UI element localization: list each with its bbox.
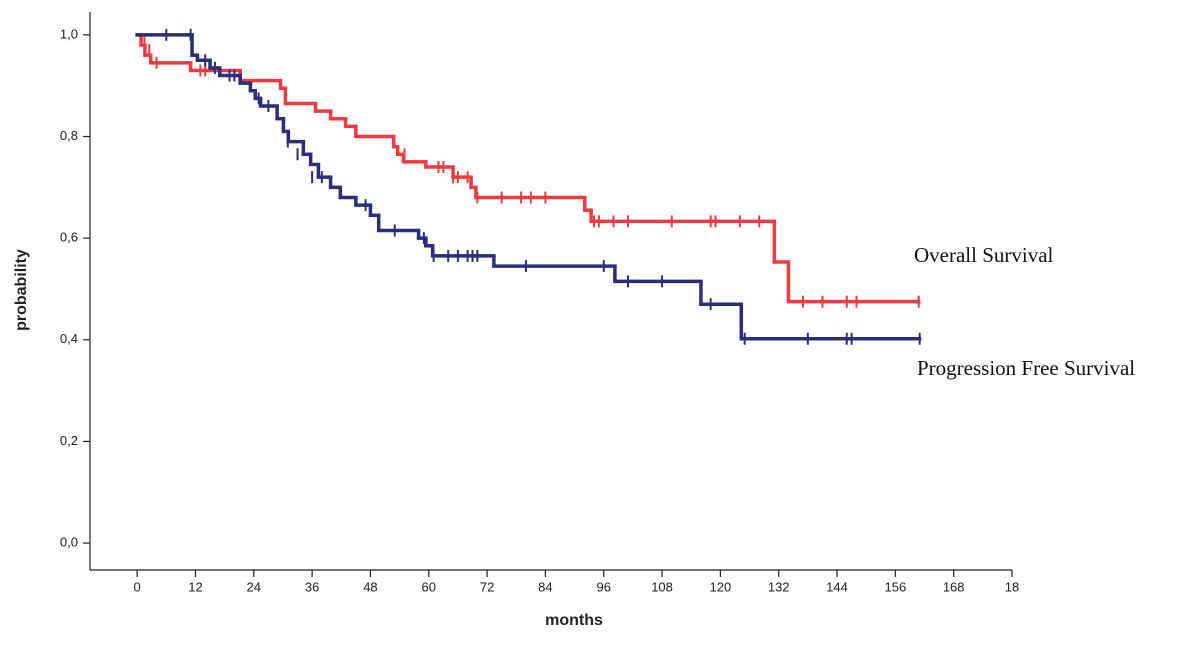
y-tick-label: 0,6 bbox=[60, 230, 78, 245]
y-tick-label: 0,8 bbox=[60, 128, 78, 143]
x-tick-label: 18 bbox=[1005, 579, 1019, 594]
x-tick-label: 12 bbox=[188, 579, 202, 594]
x-tick-label: 132 bbox=[768, 579, 790, 594]
x-tick-label: 144 bbox=[826, 579, 848, 594]
x-tick-label: 96 bbox=[596, 579, 610, 594]
annotation: Progression Free Survival bbox=[917, 356, 1135, 380]
y-tick-label: 1,0 bbox=[60, 26, 78, 41]
x-tick-label: 36 bbox=[305, 579, 319, 594]
x-tick-label: 120 bbox=[710, 579, 732, 594]
x-tick-label: 168 bbox=[943, 579, 965, 594]
x-axis-label: months bbox=[545, 612, 603, 629]
x-tick-label: 156 bbox=[885, 579, 907, 594]
x-tick-label: 0 bbox=[134, 579, 141, 594]
annotation: Overall Survival bbox=[914, 243, 1054, 267]
y-tick-label: 0,0 bbox=[60, 535, 78, 550]
y-tick-label: 0,4 bbox=[60, 331, 78, 346]
y-tick-label: 0,2 bbox=[60, 433, 78, 448]
x-tick-label: 72 bbox=[480, 579, 494, 594]
x-tick-label: 60 bbox=[422, 579, 436, 594]
x-tick-label: 84 bbox=[538, 579, 552, 594]
y-axis-label: probability bbox=[13, 249, 30, 331]
x-tick-label: 48 bbox=[363, 579, 377, 594]
x-tick-label: 24 bbox=[247, 579, 261, 594]
x-tick-label: 108 bbox=[651, 579, 673, 594]
